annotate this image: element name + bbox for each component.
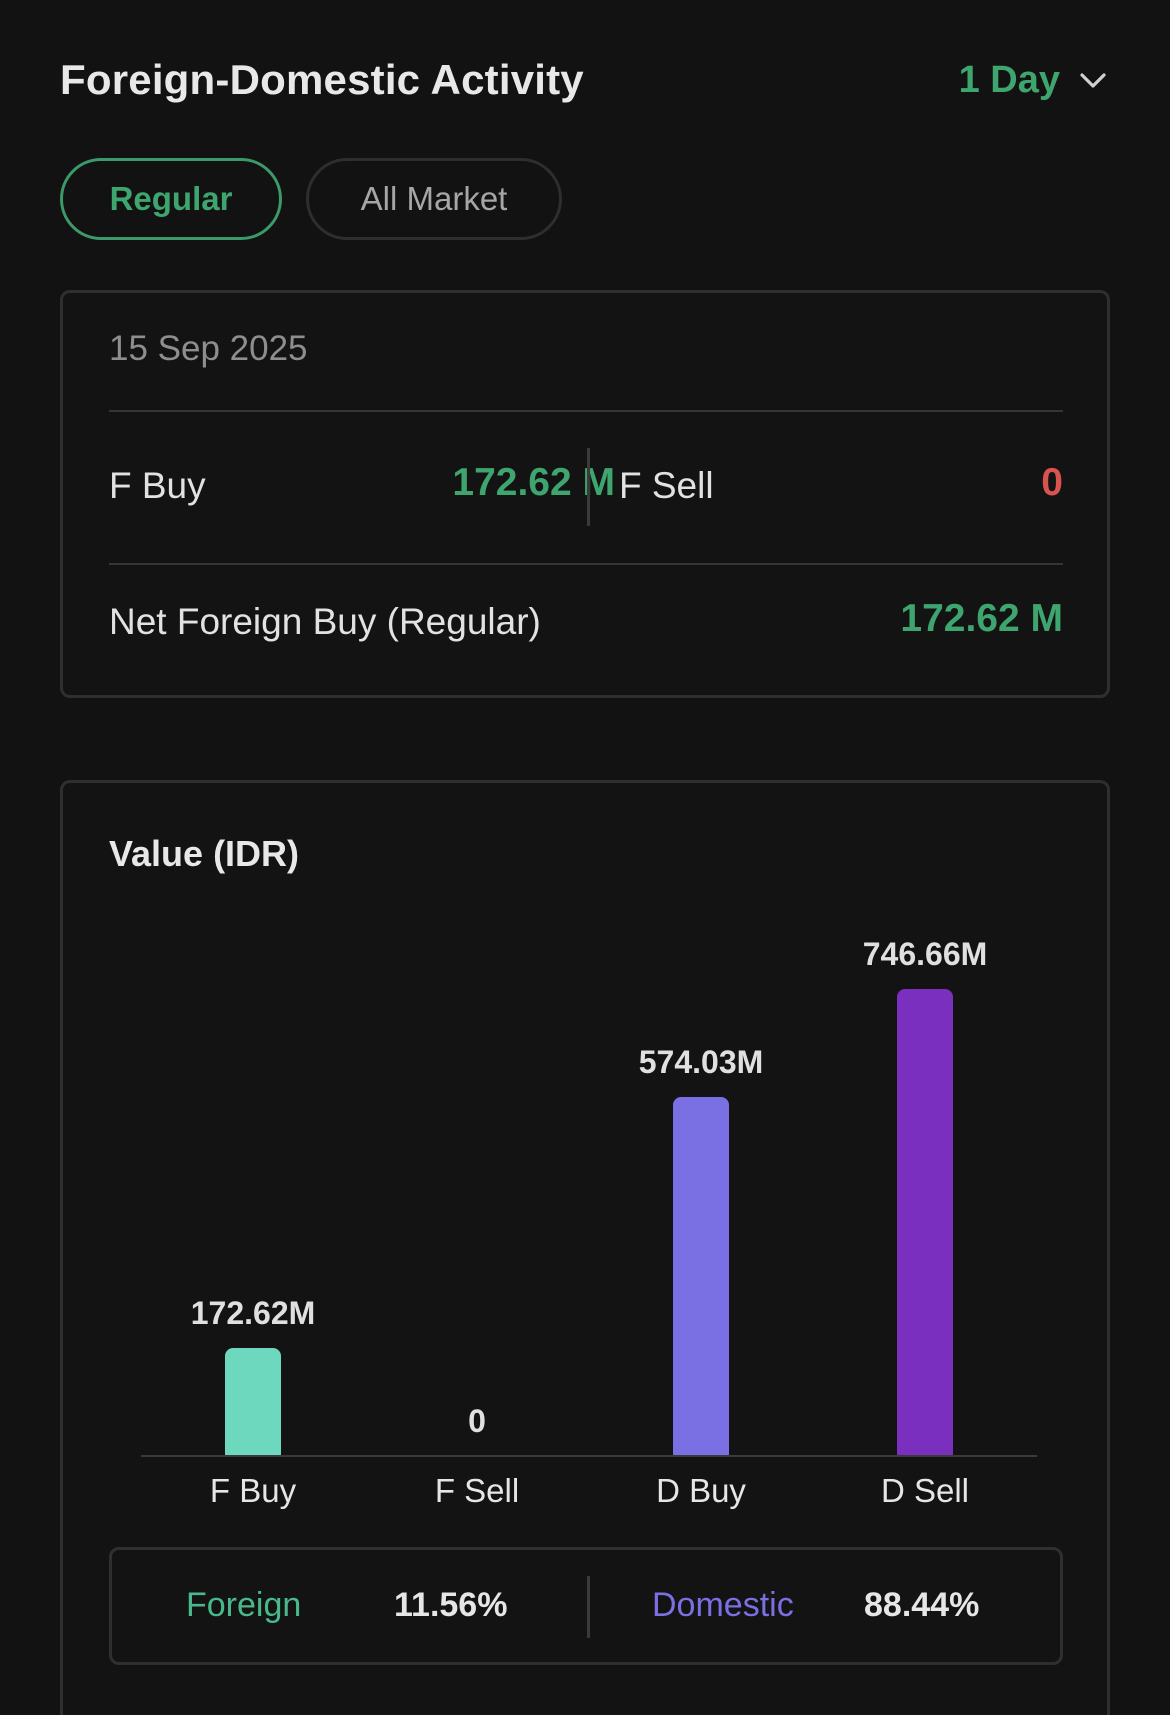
period-label: 1 Day — [958, 58, 1060, 101]
summary-date: 15 Sep 2025 — [109, 329, 308, 368]
bar-d-buy — [673, 1096, 729, 1462]
bar-value-label: 746.66M — [863, 936, 988, 972]
vertical-divider — [587, 448, 590, 526]
chart-title: Value (IDR) — [109, 833, 300, 874]
f-buy-value: 172.62 M — [452, 461, 615, 504]
domestic-share-value: 88.44% — [864, 1586, 980, 1624]
chevron-down-icon — [1080, 73, 1106, 88]
net-foreign-buy-value: 172.62 M — [900, 597, 1063, 640]
tab-all-market[interactable]: All Market — [306, 158, 562, 240]
bar-base-mask — [896, 1456, 954, 1464]
bar-chart: 172.62M F Buy 0 F Sell 574.03M D Buy 746.66M D … — [141, 936, 1037, 1509]
f-buy-label: F Buy — [109, 465, 206, 506]
bar-base-mask — [224, 1456, 282, 1464]
foreign-share-label: Foreign — [186, 1586, 302, 1624]
f-sell-label: F Sell — [619, 465, 714, 506]
vertical-divider — [587, 1576, 590, 1638]
bar-f-buy — [225, 1348, 281, 1462]
category-tick-label: F Sell — [435, 1472, 519, 1509]
bar-value-label: 0 — [468, 1403, 486, 1439]
summary-card: 15 Sep 2025 F Buy 172.62 M F Sell 0 Net … — [60, 290, 1110, 698]
tab-regular[interactable]: Regular — [60, 158, 282, 240]
bar-value-label: 574.03M — [639, 1044, 764, 1080]
foreign-share-value: 11.56% — [394, 1586, 508, 1624]
period-dropdown[interactable]: 1 Day — [959, 59, 1110, 102]
share-summary: Foreign 11.56% Domestic 88.44% — [109, 1547, 1063, 1665]
category-tick-label: D Buy — [656, 1472, 746, 1509]
category-tick-label: D Sell — [881, 1472, 969, 1509]
bar-value-label: 172.62M — [191, 1295, 316, 1331]
value-chart-card: Value (IDR) 172.62M F Buy 0 F Sell 574.03M D … — [60, 780, 1110, 1715]
net-foreign-buy-label: Net Foreign Buy (Regular) — [109, 601, 541, 642]
f-sell-value: 0 — [1041, 461, 1063, 504]
header: Foreign-Domestic Activity 1 Day — [60, 48, 1110, 112]
divider — [109, 563, 1063, 565]
bar-d-sell — [897, 989, 953, 1462]
divider — [109, 410, 1063, 412]
bar-base-mask — [672, 1456, 730, 1464]
page-title: Foreign-Domestic Activity — [60, 56, 584, 103]
domestic-share-label: Domestic — [652, 1586, 794, 1624]
category-tick-label: F Buy — [210, 1472, 297, 1509]
